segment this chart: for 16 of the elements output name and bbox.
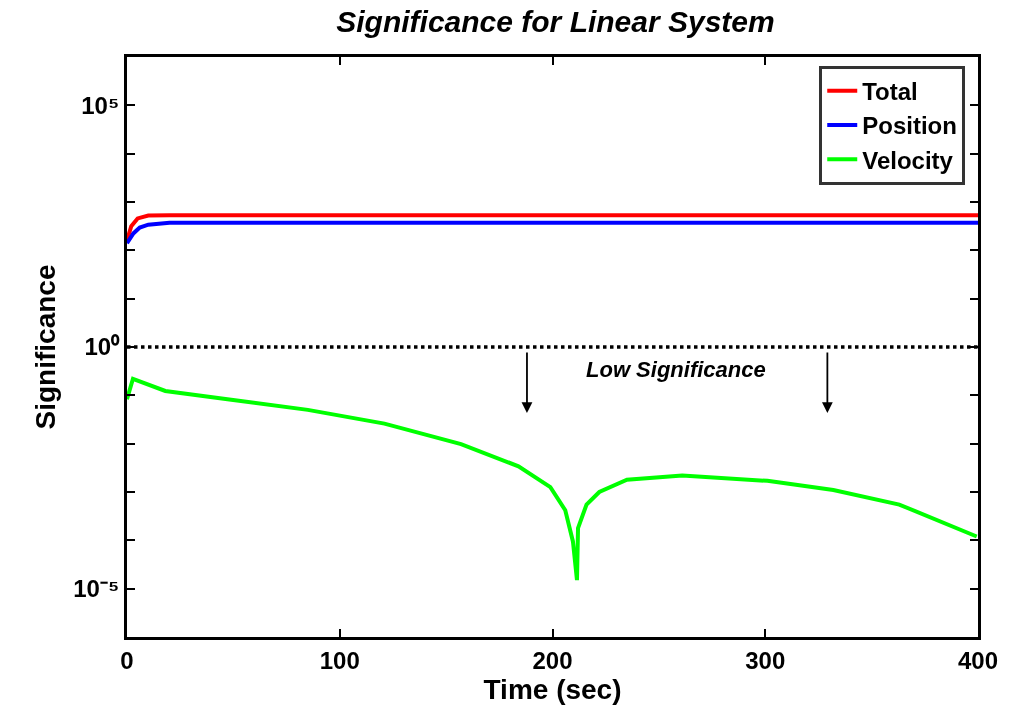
- x-tick-label: 100: [319, 646, 360, 674]
- y-tick-label: 10⁻⁵: [73, 575, 120, 603]
- y-tick-label: 10⁰: [84, 333, 121, 361]
- annotation: Low Significance: [586, 357, 766, 382]
- legend-label: Total: [862, 78, 918, 106]
- y-axis-title: Significance: [29, 264, 61, 430]
- x-tick-label: 0: [120, 646, 134, 674]
- x-tick-label: 200: [532, 646, 573, 674]
- legend-label: Velocity: [862, 146, 954, 174]
- y-tick-label: 10⁵: [81, 91, 120, 119]
- line-series: [127, 220, 978, 246]
- chart-title: Significance for Linear System: [336, 4, 775, 38]
- legend-label: Position: [862, 112, 957, 140]
- x-tick-label: 300: [745, 646, 786, 674]
- x-axis-title: Time (sec): [483, 673, 622, 705]
- x-tick-label: 400: [957, 646, 999, 674]
